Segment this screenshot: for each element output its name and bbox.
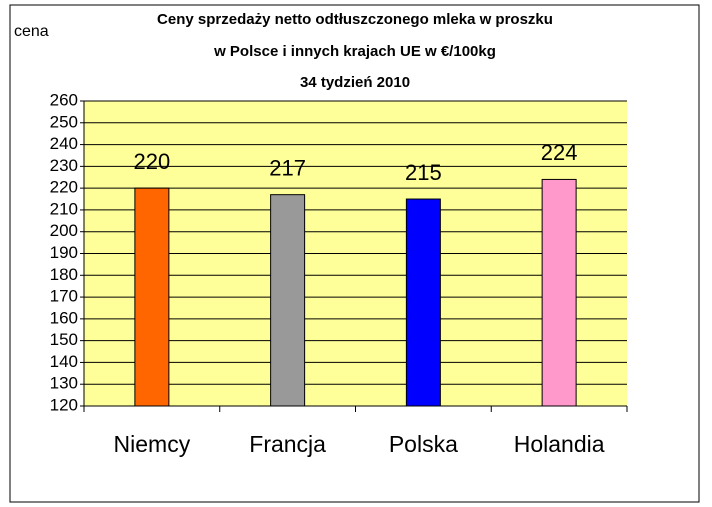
y-tick-label: 200 bbox=[50, 221, 78, 240]
y-tick-label: 210 bbox=[50, 199, 78, 218]
y-tick-label: 140 bbox=[50, 352, 78, 371]
y-tick-label: 150 bbox=[50, 330, 78, 349]
y-tick-label: 220 bbox=[50, 178, 78, 197]
y-axis-label: cena bbox=[14, 23, 49, 40]
x-tick-label: Holandia bbox=[514, 431, 605, 457]
y-tick-label: 160 bbox=[50, 308, 78, 327]
bar bbox=[405, 198, 441, 407]
bar bbox=[134, 187, 170, 407]
x-tick-label: Francja bbox=[249, 431, 326, 457]
data-label: 224 bbox=[541, 140, 578, 165]
bar bbox=[270, 194, 306, 407]
bar bbox=[541, 178, 577, 407]
data-label: 217 bbox=[269, 155, 306, 180]
data-label: 215 bbox=[405, 160, 442, 185]
chart-title: w Polsce i innych krajach UE w €/100kg bbox=[213, 43, 496, 60]
y-tick-label: 180 bbox=[50, 265, 78, 284]
y-tick-label: 260 bbox=[50, 90, 78, 109]
y-tick-label: 230 bbox=[50, 156, 78, 175]
x-tick-label: Polska bbox=[389, 431, 458, 457]
y-tick-label: 240 bbox=[50, 134, 78, 153]
chart-title: 34 tydzień 2010 bbox=[300, 74, 410, 91]
y-tick-label: 130 bbox=[50, 374, 78, 393]
x-tick-label: Niemcy bbox=[114, 431, 191, 457]
data-label: 220 bbox=[134, 149, 171, 174]
y-tick-label: 250 bbox=[50, 112, 78, 131]
y-tick-label: 190 bbox=[50, 243, 78, 262]
y-tick-label: 170 bbox=[50, 287, 78, 306]
y-tick-label: 120 bbox=[50, 395, 78, 414]
chart-title: Ceny sprzedaży netto odtłuszczonego mlek… bbox=[157, 11, 553, 28]
